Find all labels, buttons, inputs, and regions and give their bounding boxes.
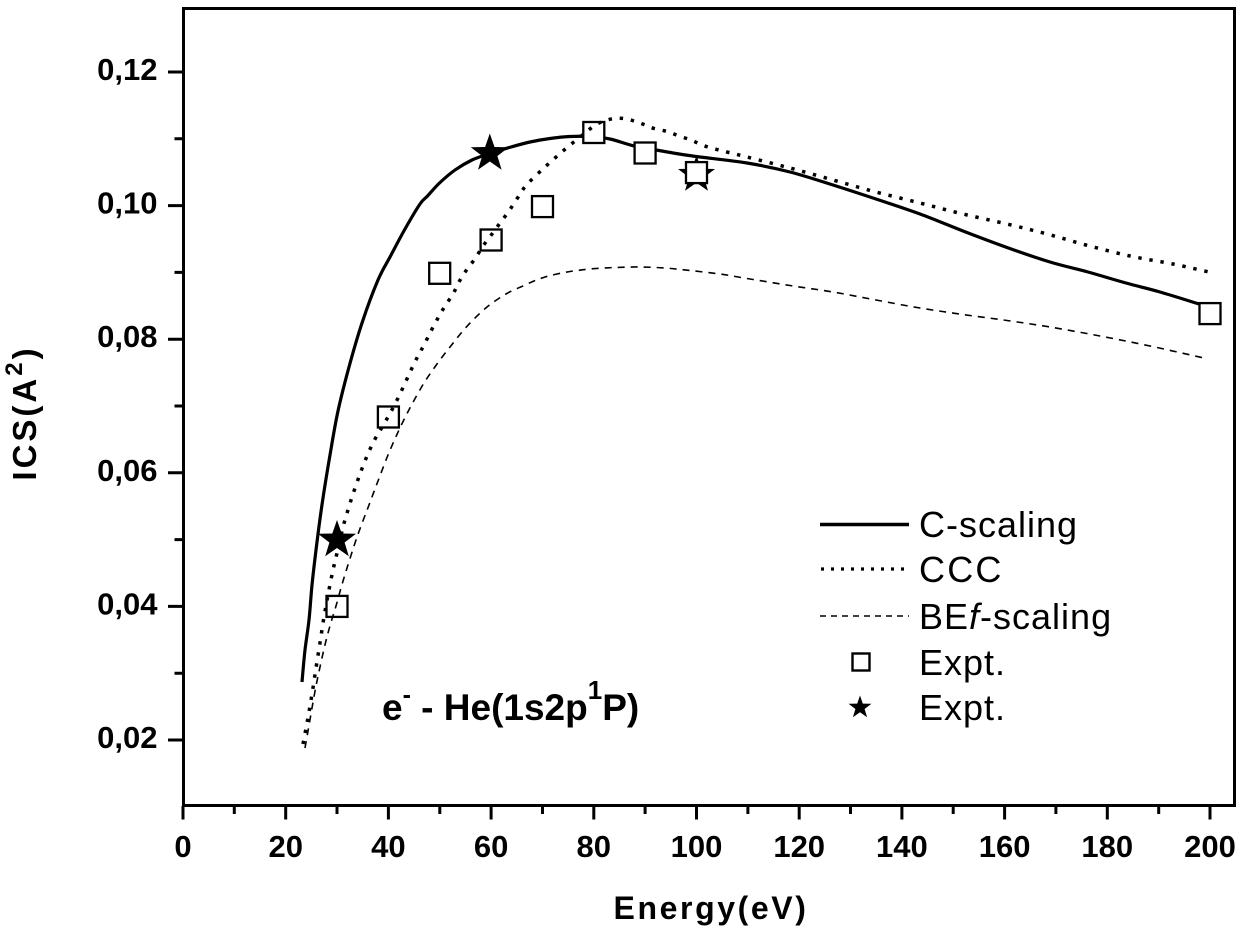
svg-text:120: 120	[773, 829, 825, 864]
svg-text:80: 80	[577, 829, 611, 864]
svg-text:140: 140	[876, 829, 928, 864]
svg-text:C-scaling: C-scaling	[919, 504, 1078, 545]
svg-text:Expt.: Expt.	[919, 687, 1006, 728]
svg-text:160: 160	[979, 829, 1031, 864]
svg-text:100: 100	[671, 829, 723, 864]
svg-text:0,04: 0,04	[97, 586, 158, 621]
svg-text:0,08: 0,08	[97, 319, 157, 354]
svg-text:CCC: CCC	[919, 549, 1004, 590]
svg-text:200: 200	[1184, 829, 1236, 864]
svg-text:0,12: 0,12	[97, 52, 157, 87]
svg-text:Energy(eV): Energy(eV)	[614, 890, 809, 926]
svg-text:40: 40	[371, 829, 405, 864]
svg-text:60: 60	[474, 829, 508, 864]
svg-text:0,02: 0,02	[97, 720, 157, 755]
svg-text:BEf-scaling: BEf-scaling	[919, 596, 1112, 637]
svg-text:0,10: 0,10	[97, 186, 157, 221]
svg-text:20: 20	[268, 829, 302, 864]
svg-text:0: 0	[174, 829, 191, 864]
svg-text:Expt.: Expt.	[919, 642, 1006, 683]
svg-text:180: 180	[1081, 829, 1133, 864]
svg-text:0,06: 0,06	[97, 453, 157, 488]
